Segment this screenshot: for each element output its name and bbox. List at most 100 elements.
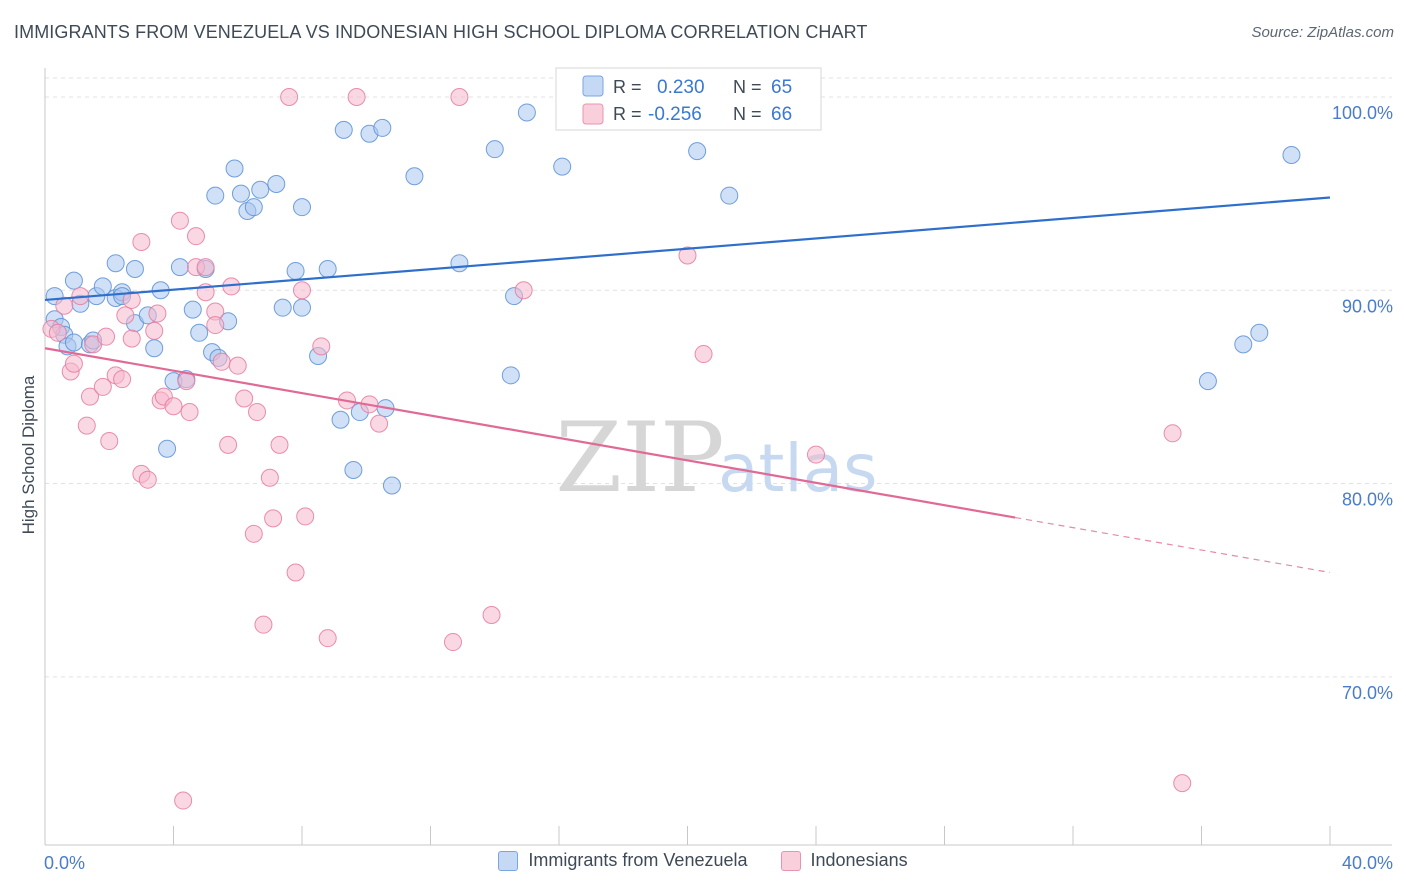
stats-swatch-blue	[582, 75, 604, 97]
indonesian-point	[370, 414, 389, 433]
indonesian-point	[80, 387, 99, 406]
watermark: ZIP atlas	[555, 402, 877, 514]
x-tick-label: 0.0%	[44, 853, 85, 873]
indonesian-trend-extension	[1015, 516, 1331, 574]
venezuela-point	[334, 120, 353, 139]
indonesian-trend-line	[44, 347, 1016, 519]
venezuela-point	[206, 186, 225, 205]
venezuela-point	[293, 298, 311, 317]
venezuela-point	[286, 261, 305, 280]
indonesian-point	[180, 403, 199, 422]
indonesian-point	[1163, 424, 1182, 443]
venezuela-point	[382, 476, 401, 495]
indonesian-point	[280, 87, 299, 106]
stats-box: R = 0.230 N = 65 R = -0.256 N = 66	[555, 67, 822, 131]
stats-r-value-blue: 0.230	[657, 77, 705, 98]
venezuela-point	[1234, 335, 1253, 354]
venezuela-point	[553, 157, 572, 176]
indonesian-point	[77, 416, 96, 435]
venezuela-point	[225, 159, 244, 178]
stats-n-label-blue: N =	[733, 77, 762, 97]
venezuela-point	[158, 439, 177, 458]
venezuela-point	[293, 198, 311, 217]
venezuela-point	[485, 140, 504, 159]
venezuela-point	[373, 118, 392, 137]
stats-swatch-pink	[582, 103, 604, 125]
indonesian-point	[122, 290, 141, 309]
indonesian-point	[219, 435, 238, 454]
stats-r-label-blue: R =	[613, 77, 642, 97]
venezuela-point	[318, 260, 337, 279]
venezuela-point	[1250, 323, 1269, 342]
stats-n-value-blue: 65	[771, 77, 792, 98]
indonesian-point	[312, 337, 331, 356]
indonesian-point	[132, 232, 151, 251]
venezuela-point	[106, 254, 125, 273]
venezuela-point	[170, 258, 189, 277]
indonesian-point	[678, 246, 697, 265]
indonesian-point	[807, 445, 825, 464]
indonesian-point	[64, 354, 83, 373]
y-tick-label: 100.0%	[1332, 103, 1393, 123]
indonesian-point	[244, 524, 263, 543]
indonesian-point	[254, 615, 273, 634]
venezuela-point	[273, 298, 292, 317]
indonesian-point	[296, 507, 315, 526]
indonesian-point	[248, 403, 267, 422]
indonesian-point	[318, 629, 337, 648]
venezuela-point	[517, 103, 536, 122]
indonesian-point	[174, 791, 193, 810]
indonesian-point	[170, 211, 189, 230]
venezuela-point	[231, 184, 250, 203]
indonesian-point	[235, 389, 254, 408]
legend-label-venezuela: Immigrants from Venezuela	[528, 850, 748, 870]
legend-swatch-pink	[780, 850, 801, 871]
watermark-zip: ZIP	[555, 402, 724, 514]
indonesian-point	[450, 87, 469, 106]
y-tick-label: 80.0%	[1342, 490, 1393, 510]
indonesian-point	[100, 432, 119, 451]
legend-item-venezuela[interactable]: Immigrants from Venezuela	[498, 850, 748, 871]
venezuela-point	[1282, 145, 1301, 164]
legend-label-indonesians: Indonesians	[810, 850, 908, 870]
indonesian-point	[93, 377, 112, 396]
axes	[44, 68, 1392, 846]
venezuela-point	[64, 333, 83, 352]
indonesian-point	[212, 352, 231, 371]
venezuela-point	[344, 461, 363, 480]
venezuela-point	[720, 186, 739, 205]
legend-item-indonesians[interactable]: Indonesians	[780, 850, 908, 871]
legend-swatch-blue	[498, 850, 519, 871]
indonesian-point	[260, 468, 279, 487]
indonesian-point	[55, 296, 74, 315]
indonesian-point	[1173, 774, 1192, 793]
venezuela-point	[64, 271, 83, 290]
indonesian-point	[186, 227, 205, 246]
venezuela-point	[183, 300, 202, 319]
indonesian-point	[286, 563, 305, 582]
y-axis-label: High School Diploma	[19, 375, 38, 534]
venezuela-point	[125, 260, 144, 279]
indonesian-point	[206, 316, 225, 335]
indonesian-point	[270, 435, 289, 454]
indonesian-point	[443, 633, 462, 652]
indonesian-point	[482, 605, 501, 624]
indonesian-point	[293, 281, 311, 300]
venezuela-point	[450, 254, 469, 273]
venezuela-point	[331, 410, 350, 429]
stats-n-value-pink: 66	[771, 104, 792, 125]
venezuela-point	[251, 180, 270, 199]
indonesian-point	[145, 321, 164, 340]
indonesian-point	[347, 87, 366, 106]
data-points	[42, 87, 1301, 810]
venezuela-point	[244, 198, 263, 217]
indonesian-point	[138, 470, 157, 489]
tick-labels: 70.0% 80.0% 90.0% 100.0% 0.0% 40.0%	[44, 103, 1393, 873]
stats-r-label-pink: R =	[613, 104, 642, 124]
stats-r-value-pink: -0.256	[648, 104, 702, 125]
venezuela-point	[1198, 372, 1217, 391]
trend-lines	[44, 196, 1331, 574]
indonesian-point	[177, 372, 196, 391]
stats-n-label-pink: N =	[733, 104, 762, 124]
